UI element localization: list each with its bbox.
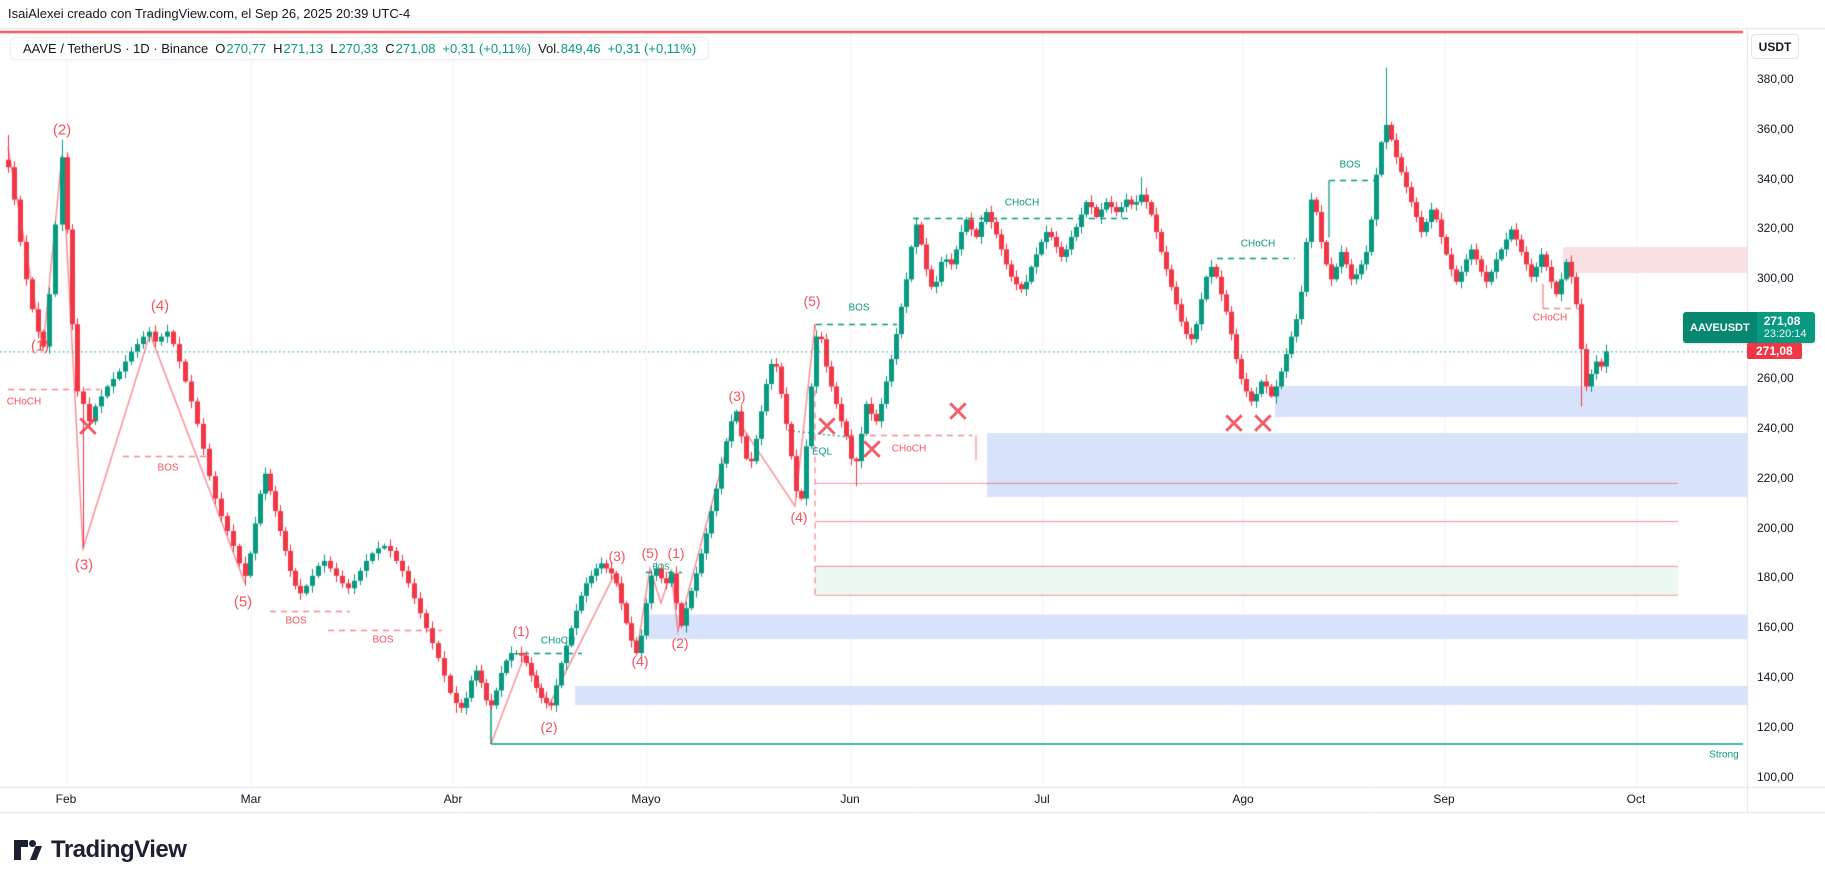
- currency-unit-button[interactable]: USDT: [1751, 34, 1799, 59]
- price-tick-label: 360,00: [1757, 121, 1794, 136]
- wave-label-1: (1): [30, 337, 50, 355]
- structure-label-bos: BOS: [848, 302, 870, 314]
- creator-credit-text: IsaiAlexei creado con TradingView.com, e…: [8, 6, 411, 21]
- wave-label-3: (3): [728, 388, 746, 404]
- volume-change-value: +0,31 (+0,11%): [607, 41, 697, 56]
- badge-countdown-timer: 23:20:14: [1763, 328, 1807, 341]
- structure-label-bos: BOS: [1339, 159, 1361, 171]
- time-tick-label-sep: Sep: [1433, 792, 1455, 806]
- structure-label-choch: CHoCH: [1532, 312, 1568, 324]
- invalidation-x-mark: ✕: [75, 411, 101, 444]
- wave-label-4: (4): [631, 653, 649, 669]
- time-tick-label-mar: Mar: [240, 792, 262, 806]
- structure-label-bos: BOS: [372, 634, 394, 646]
- wave-label-4: (4): [790, 509, 808, 525]
- symbol-title[interactable]: AAVE / TetherUS · 1D · Binance: [23, 41, 209, 56]
- price-tick-label: 120,00: [1757, 719, 1794, 734]
- price-tick-label: 240,00: [1757, 420, 1794, 435]
- time-tick-label-jul: Jul: [1034, 792, 1050, 806]
- low-label: L: [330, 41, 338, 56]
- structure-label-bos: BOS: [652, 562, 670, 572]
- structure-label-choch: CHoCH: [1004, 197, 1040, 209]
- wave-label-3: (3): [74, 556, 94, 574]
- wave-label-1: (1): [667, 545, 685, 561]
- wave-label-5: (5): [641, 545, 659, 561]
- time-tick-label-jun: Jun: [840, 792, 860, 806]
- wave-label-1: (1): [512, 623, 530, 639]
- wave-label-5: (5): [233, 593, 253, 611]
- time-tick-label-mayo: Mayo: [631, 792, 661, 806]
- structure-label-bos: BOS: [157, 462, 179, 474]
- price-tick-label: 200,00: [1757, 520, 1794, 535]
- symbol-price-countdown-badge: AAVEUSDT 271,08 23:20:14: [1683, 312, 1815, 344]
- invalidation-x-mark: ✕: [814, 411, 840, 444]
- close-label: C: [385, 41, 395, 56]
- high-label: H: [273, 41, 283, 56]
- wave-label-3: (3): [608, 548, 626, 564]
- price-tick-label: 380,00: [1757, 71, 1794, 86]
- invalidation-x-mark: ✕: [859, 434, 885, 467]
- wave-label-2: (2): [52, 121, 72, 139]
- price-tick-label: 340,00: [1757, 171, 1794, 186]
- wave-label-2: (2): [540, 719, 558, 735]
- time-tick-label-oct: Oct: [1626, 792, 1646, 806]
- change-value: +0,31 (+0,11%): [442, 41, 532, 56]
- volume-value: 849,46: [560, 41, 601, 56]
- price-tick-label: 320,00: [1757, 221, 1794, 236]
- price-tick-label: 140,00: [1757, 670, 1794, 684]
- structure-label-choch: CHoCH: [1240, 238, 1276, 250]
- close-value: 271,08: [395, 41, 436, 56]
- wave-label-2: (2): [671, 635, 689, 651]
- structure-label-bos: BOS: [285, 615, 307, 627]
- invalidation-x-mark: ✕: [1221, 408, 1247, 441]
- high-value: 271,13: [283, 41, 324, 56]
- tradingview-logo-text: TradingView: [51, 836, 187, 863]
- price-tick-label: 300,00: [1757, 271, 1794, 286]
- price-tick-label: 100,00: [1757, 769, 1794, 784]
- time-tick-label-feb: Feb: [55, 792, 77, 806]
- open-value: 270,77: [226, 41, 267, 56]
- tradingview-logo-icon: [14, 840, 42, 860]
- time-tick-label-ago: Ago: [1232, 792, 1254, 806]
- wave-label-4: (4): [150, 297, 170, 315]
- badge-price-value: 271,08: [1763, 314, 1801, 329]
- structure-label-choch: CHoCH: [891, 443, 927, 455]
- price-tick-label: 180,00: [1757, 570, 1794, 585]
- invalidation-x-mark: ✕: [1250, 408, 1276, 441]
- time-tick-label-abr: Abr: [443, 792, 463, 806]
- structure-label-eql: EQL: [811, 446, 833, 458]
- tradingview-logo[interactable]: TradingView: [12, 835, 187, 865]
- last-price-badge: 271,08: [1747, 343, 1802, 360]
- structure-label-strong: Strong: [1709, 749, 1739, 761]
- open-label: O: [215, 41, 226, 56]
- invalidation-x-mark: ✕: [945, 396, 971, 429]
- low-value: 270,33: [338, 41, 379, 56]
- structure-label-choch: CHoCH: [6, 396, 42, 408]
- structure-label-choch: CHoCH: [540, 635, 576, 647]
- badge-symbol-label: AAVEUSDT: [1683, 312, 1757, 344]
- volume-label: Vol.: [538, 41, 560, 56]
- wave-label-5: (5): [803, 293, 821, 309]
- price-tick-label: 260,00: [1757, 371, 1794, 385]
- price-tick-label: 220,00: [1757, 470, 1794, 485]
- price-tick-label: 160,00: [1757, 620, 1794, 635]
- symbol-ohlc-bar[interactable]: AAVE / TetherUS · 1D · Binance O 270,77 H…: [10, 37, 710, 60]
